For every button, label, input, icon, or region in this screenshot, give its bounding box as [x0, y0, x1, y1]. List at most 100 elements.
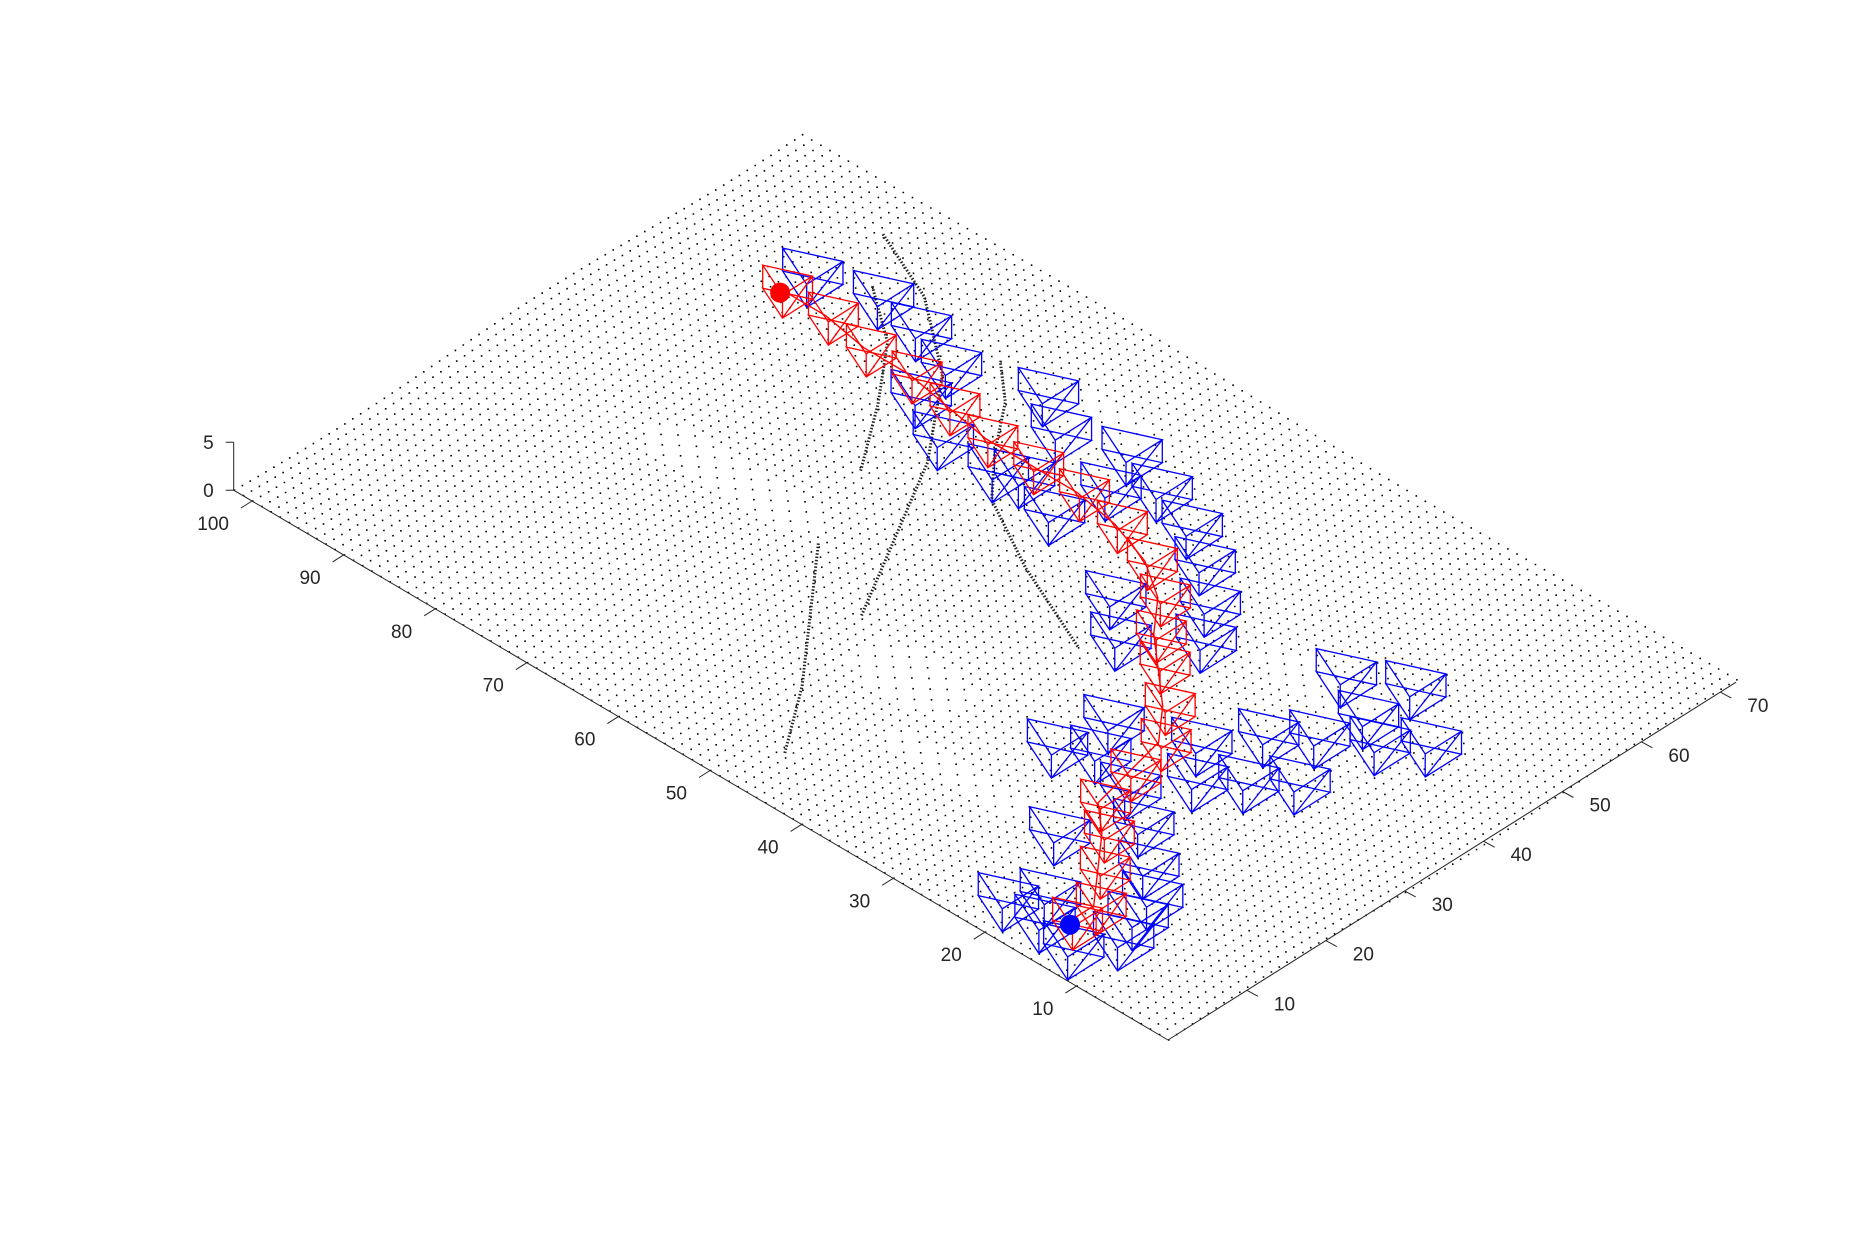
path-node — [1126, 536, 1180, 592]
explored-node — [1069, 724, 1133, 786]
explored-node — [1160, 499, 1225, 561]
y-tick — [790, 823, 802, 832]
x-tick — [1325, 940, 1338, 948]
explored-node — [1384, 659, 1448, 721]
explored-node — [1174, 613, 1238, 675]
path-node — [1074, 881, 1128, 937]
path-node — [966, 413, 1020, 469]
terrain-ridge — [860, 232, 944, 617]
x-tick-label: 70 — [1747, 696, 1768, 717]
explored-node — [1100, 425, 1164, 487]
y-tick — [515, 662, 528, 671]
explored-node — [1079, 461, 1143, 523]
y-tick-label: 60 — [574, 730, 595, 751]
y-tick — [1065, 985, 1077, 994]
x-tick — [1483, 840, 1495, 848]
path-node — [928, 381, 982, 437]
path-node — [1083, 809, 1136, 865]
y-tick — [881, 877, 894, 886]
explored-node — [1082, 693, 1146, 755]
x-tick — [1404, 890, 1416, 898]
explored-node — [919, 338, 984, 400]
y-tick-label: 50 — [666, 784, 687, 805]
z-tick-label: 5 — [203, 433, 214, 454]
y-tick-label: 90 — [299, 568, 320, 589]
explored-node — [1117, 838, 1181, 901]
y-axis-line — [233, 489, 1169, 1041]
y-tick — [607, 716, 619, 725]
terrain-ridge — [783, 541, 820, 754]
x-axis-line — [1167, 681, 1737, 1041]
endpoint-markers — [770, 282, 1081, 935]
y-tick-label: 30 — [849, 891, 870, 912]
x-tick-label: 50 — [1590, 796, 1611, 817]
y-tick — [698, 770, 711, 778]
x-tick — [1720, 691, 1732, 699]
path-node — [1139, 717, 1193, 773]
explored-node — [1336, 689, 1401, 751]
path-node — [1096, 499, 1150, 555]
x-tick — [1562, 791, 1574, 798]
x-tick-label: 20 — [1353, 945, 1374, 966]
y-tick — [423, 608, 436, 617]
path-node — [1143, 681, 1197, 737]
path-node — [890, 349, 944, 405]
path-node — [1078, 845, 1132, 901]
z-tick-label: 0 — [203, 481, 214, 502]
terrain-ridge — [859, 284, 890, 472]
path-node — [1012, 440, 1066, 496]
explored-node — [1121, 870, 1185, 932]
explored-node — [1314, 647, 1379, 709]
y-tick-label: 70 — [483, 676, 504, 697]
explored-node — [1112, 797, 1176, 859]
explored-node — [1173, 535, 1237, 597]
x-tick — [1246, 989, 1259, 997]
explored-node — [911, 410, 976, 472]
x-tick-label: 10 — [1274, 994, 1295, 1015]
explored-node — [1084, 569, 1148, 631]
explored-node — [852, 269, 916, 331]
y-tick-label: 80 — [391, 622, 412, 643]
surface-dots — [233, 133, 1738, 1041]
x-tick — [1641, 741, 1653, 749]
y-tick-label: 40 — [757, 837, 778, 858]
explored-node — [1268, 754, 1332, 817]
explored-node — [1399, 716, 1464, 778]
explored-node — [1029, 402, 1094, 465]
goal-marker — [770, 282, 791, 303]
y-tick — [332, 554, 344, 563]
explored-node — [1170, 716, 1234, 778]
terrain-ridge — [990, 360, 1080, 648]
start-marker — [1060, 914, 1081, 935]
explored-node — [1217, 753, 1281, 815]
y-tick-label: 20 — [941, 945, 962, 966]
explored-node — [1178, 577, 1243, 639]
path-node — [807, 291, 860, 346]
explored-node — [1025, 717, 1090, 780]
x-tick-label: 30 — [1432, 895, 1453, 916]
explored-node — [976, 871, 1041, 933]
explored-node — [1237, 707, 1301, 769]
explored-node — [1028, 805, 1092, 867]
x-tick-label: 40 — [1511, 845, 1532, 866]
explored-node — [1106, 890, 1170, 952]
terrain-surface-points — [233, 133, 1738, 1041]
explored-node — [1016, 366, 1081, 428]
path-line — [779, 288, 1164, 922]
planned-path — [761, 264, 1197, 952]
path-node — [1058, 467, 1112, 523]
y-tick — [973, 931, 986, 940]
explored-node — [889, 301, 954, 363]
y-tick-label: 100 — [197, 514, 229, 535]
x-tick-label: 60 — [1668, 746, 1689, 767]
path-node — [844, 323, 898, 378]
explored-node — [1130, 462, 1195, 524]
explored-node — [1166, 752, 1230, 814]
path-node — [1109, 747, 1163, 803]
explored-node — [1018, 867, 1083, 929]
y-tick — [240, 500, 253, 509]
explored-node — [1022, 485, 1087, 547]
axes: 10 20 30 40 50 60 70 10 20 30 40 50 60 70 80 90 100 0 5 — [197, 433, 1768, 1041]
